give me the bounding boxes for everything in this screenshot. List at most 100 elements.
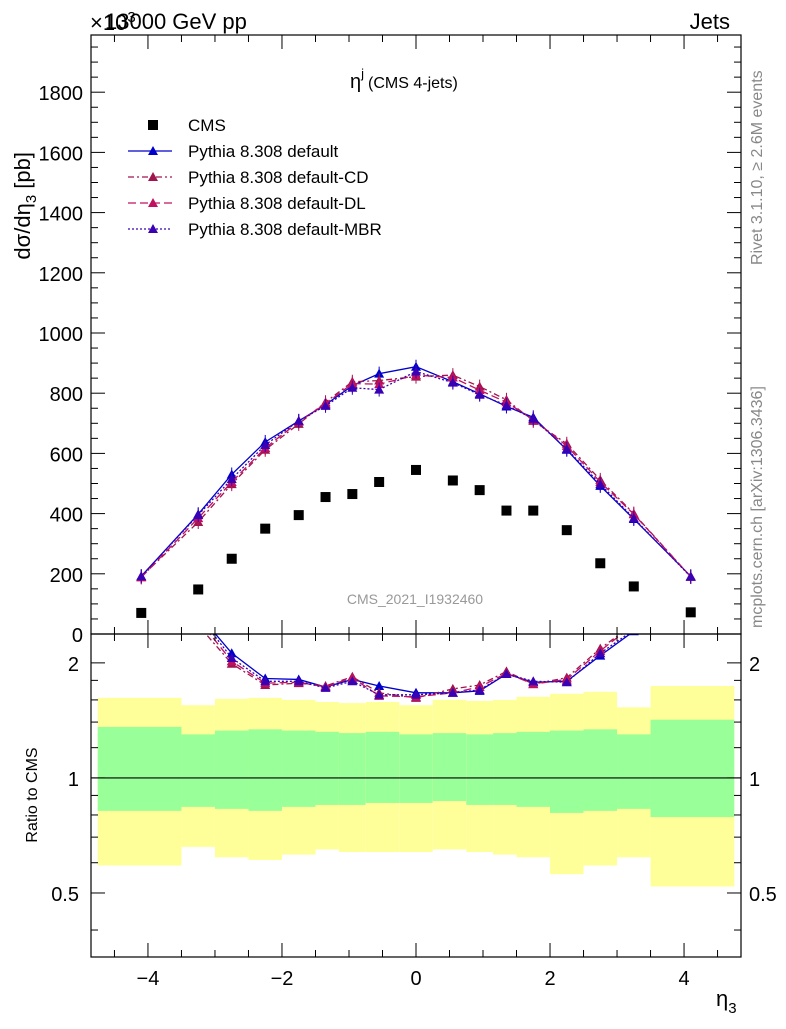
legend-marker	[148, 224, 158, 233]
legend-label: Pythia 8.308 default-MBR	[188, 220, 382, 239]
ratio-series-3-marker	[561, 677, 572, 687]
rivet-label: Rivet 3.1.10, ≥ 2.6M events	[749, 70, 766, 265]
cms-data-point	[628, 581, 639, 592]
series-4-marker	[501, 400, 512, 410]
legend-item: Pythia 8.308 default-MBR	[128, 220, 382, 239]
cms-data-point	[193, 584, 204, 595]
series-4-marker	[628, 513, 639, 523]
ratio-series-2-marker	[629, 620, 639, 629]
ratio-y-tick-label: 1	[68, 769, 79, 791]
cms-data-point	[226, 553, 237, 564]
cms-data-point	[447, 475, 458, 486]
ratio-series-3-marker	[374, 689, 385, 699]
cms-data-point	[595, 558, 606, 569]
ratio-plot-area	[193, 609, 639, 702]
x-tick-label: 0	[410, 968, 421, 990]
cms-data-point	[528, 505, 539, 516]
main-panel: 0 200 400 600 800 1000 1200 1400 1600 1800	[39, 34, 742, 647]
inner-band	[214, 730, 249, 809]
series-4-marker	[474, 389, 485, 399]
y-tick-label: 1600	[39, 143, 84, 165]
y-tick-label: 1000	[39, 324, 84, 346]
ratio-series-3-marker	[501, 669, 512, 679]
ratio-series-3-marker	[193, 610, 203, 619]
inner-band	[281, 730, 316, 807]
cms-data-point	[293, 510, 304, 521]
inner-band	[583, 729, 618, 811]
ratio-series-3-marker	[347, 676, 358, 686]
series-4-marker	[411, 366, 421, 376]
ratio-series-3-line	[212, 634, 629, 696]
main-plot-area	[136, 359, 696, 618]
x-tick-label: 4	[678, 968, 689, 990]
ratio-ylabel: Ratio to CMS	[24, 747, 41, 842]
legend: CMS Pythia 8.308 default Pythia 8.308 defa…	[128, 116, 382, 239]
cms-data-point	[561, 525, 572, 536]
series-3-line	[140, 374, 692, 578]
series-4-marker	[136, 571, 147, 581]
ratio-series-1-marker	[629, 619, 639, 628]
energy-label: 13000 GeV pp	[105, 9, 247, 34]
ratio-y-tick-label: 0.5	[749, 884, 777, 906]
ratio-series-3-marker	[320, 682, 331, 692]
series-4-marker	[226, 473, 237, 483]
ratio-series-3-marker	[528, 676, 539, 686]
cms-data-point	[136, 607, 147, 618]
inner-band	[338, 733, 366, 805]
ratio-series-3-marker	[474, 684, 485, 694]
inner-band	[248, 729, 282, 811]
series-1-marker	[374, 368, 385, 378]
ratio-series-3-marker	[629, 625, 639, 634]
ratio-series-3-marker	[260, 676, 271, 686]
series-4-marker	[447, 377, 458, 387]
ratio-series-0-marker	[226, 648, 237, 658]
ratio-series-2-marker	[193, 614, 203, 623]
legend-label: CMS	[188, 116, 226, 135]
exponent-label: ×103	[90, 9, 136, 35]
inner-band	[550, 730, 584, 813]
ratio-y-tick-label: 2	[68, 654, 79, 676]
legend-marker	[148, 172, 158, 181]
ratio-series-1-marker	[193, 620, 203, 629]
inner-band	[399, 734, 433, 803]
cms-data-point	[685, 607, 696, 618]
ratio-series-3-marker	[226, 652, 237, 662]
series-4-marker	[561, 443, 572, 453]
y-tick-label: 1400	[39, 204, 84, 226]
inner-band	[181, 734, 215, 807]
inner-band	[516, 731, 551, 807]
y-tick-label: 800	[50, 384, 83, 406]
y-tick-label: 1800	[39, 83, 84, 105]
x-tick-label: −2	[271, 968, 294, 990]
legend-label: Pythia 8.308 default	[188, 142, 339, 161]
y-tick-label: 200	[50, 565, 83, 587]
watermark: CMS_2021_I1932460	[347, 591, 483, 607]
inner-band	[97, 726, 182, 811]
series-4-marker	[320, 400, 331, 410]
ratio-series-0-marker	[374, 680, 385, 690]
series-4-marker	[260, 439, 271, 449]
legend-marker	[148, 198, 158, 207]
y-tick-label: 600	[50, 444, 83, 466]
series-2-line	[140, 374, 692, 578]
ratio-y-tick-label: 2	[749, 654, 760, 676]
legend-item: CMS	[148, 116, 226, 135]
ratio-series-3-marker	[411, 689, 421, 699]
y-tick-label: 1200	[39, 264, 84, 286]
inner-band	[493, 733, 517, 805]
inner-band	[617, 734, 651, 809]
legend-item: Pythia 8.308 default-CD	[128, 168, 369, 187]
category-label: Jets	[690, 9, 730, 34]
cms-data-point	[347, 489, 358, 500]
series-4-marker	[374, 384, 385, 394]
legend-marker	[148, 146, 158, 155]
cms-data-point	[501, 505, 512, 516]
legend-marker	[148, 120, 158, 130]
plot-title: ηj(CMS 4-jets)	[350, 66, 458, 93]
ratio-y-tick-label: 1	[749, 769, 760, 791]
series-4-marker	[528, 413, 539, 423]
ratio-series-0-marker	[193, 609, 203, 618]
uncertainty-bands	[97, 685, 735, 887]
series-4-marker	[293, 415, 304, 425]
ratio-panel: −4 −2 0 2 4 0.5 0.5 1 1 2 2	[51, 609, 777, 990]
